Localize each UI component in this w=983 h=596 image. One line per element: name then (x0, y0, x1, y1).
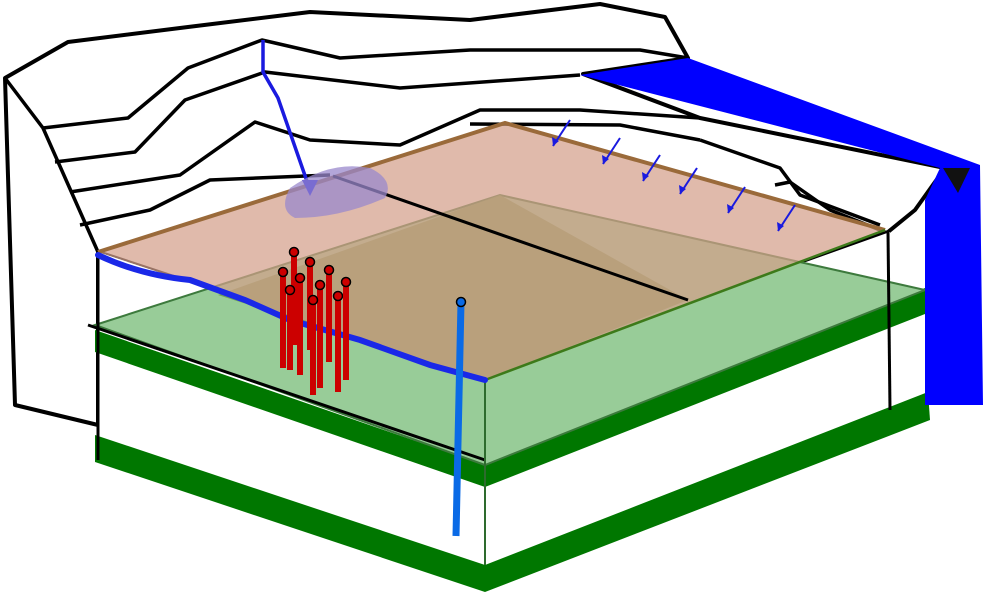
well-icon (307, 294, 319, 306)
shallow-wells (277, 246, 352, 395)
stream-line (261, 40, 312, 191)
upper-confining-layer-left (95, 330, 485, 487)
arrow-icon (679, 185, 686, 194)
well-icon (294, 272, 306, 284)
well-icon (277, 266, 289, 278)
deep-well-icon (455, 296, 467, 308)
well-icon (340, 276, 352, 288)
contour-lines (3, 38, 886, 253)
block-edges (87, 231, 892, 462)
lower-confining-layer-right (485, 392, 930, 592)
well-icon (284, 284, 296, 296)
lower-confining-layer-left (95, 435, 485, 592)
well-icon (332, 290, 344, 302)
divide-line (332, 174, 689, 302)
well-icon (288, 246, 300, 258)
arrow-icon (727, 204, 734, 213)
arrow-icon (642, 172, 649, 181)
river-body (580, 58, 983, 405)
upper-confining-layer-right (485, 288, 925, 487)
deep-well (452, 296, 467, 537)
arrow-icon (552, 137, 559, 146)
well-icon (314, 279, 326, 291)
river (580, 58, 983, 405)
river-flow-icon (943, 168, 970, 193)
deep-well-casing (452, 301, 465, 537)
well-icon (323, 264, 335, 276)
arrow-icon (602, 155, 609, 164)
contaminant-plume (285, 166, 388, 218)
arrow-icon (777, 222, 784, 231)
well-icon (304, 256, 316, 268)
recharge-arrows (552, 119, 796, 232)
water-table-green-edge (484, 228, 886, 382)
water-table-edge (97, 120, 886, 254)
